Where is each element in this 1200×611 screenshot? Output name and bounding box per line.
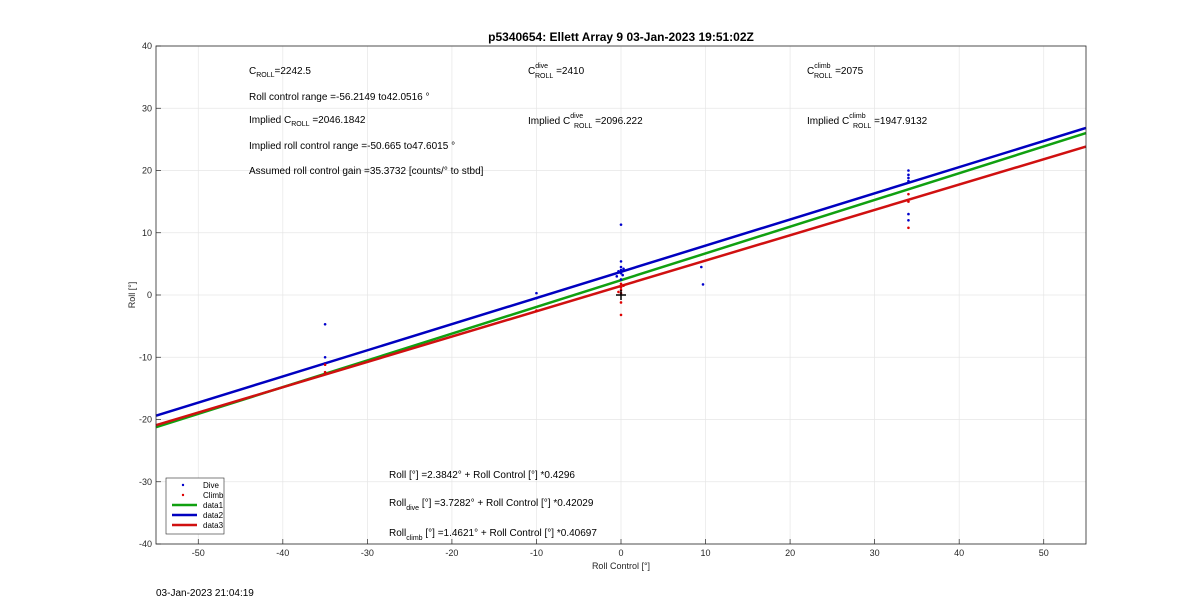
fit-line-data2 [155, 126, 1087, 417]
implied-range-text: Implied roll control range =-50.665 to47… [249, 141, 455, 152]
dive-point [619, 268, 623, 272]
dive-point [622, 267, 625, 271]
dive-point [621, 273, 624, 277]
equation-all: Roll [°] =2.3842° + Roll Control [°] *0.… [389, 470, 575, 481]
dive-point [619, 260, 623, 263]
y-tick-label: -40 [139, 539, 152, 549]
x-tick-label: 50 [1039, 548, 1049, 558]
dive-point [617, 270, 620, 273]
y-axis-label: Roll [°] [127, 282, 137, 309]
legend-data1-label: data1 [203, 501, 224, 510]
climb-point [907, 226, 910, 230]
climb-point [619, 301, 623, 304]
dive-point [619, 265, 623, 269]
y-tick-label: 10 [142, 228, 152, 238]
dive-point [323, 322, 327, 326]
y-tick-label: -30 [139, 477, 152, 487]
dive-point [701, 283, 705, 286]
dive-point [535, 296, 538, 300]
implied-c-roll-text: Implied CROLL =2046.1842 [249, 115, 366, 128]
chart-title: p5340654: Ellett Array 9 03-Jan-2023 19:… [488, 30, 754, 44]
y-tick-label: 30 [142, 103, 152, 113]
implied-c-climb-text: Implied Cclimb ROLL =1947.9132 [807, 113, 928, 130]
dive-point [615, 275, 619, 278]
x-tick-label: 20 [785, 548, 795, 558]
legend-climb-label: Climb [203, 491, 224, 500]
x-tick-label: 10 [701, 548, 711, 558]
climb-point [323, 363, 327, 367]
legend-data3-label: data3 [203, 521, 224, 530]
dive-point [907, 169, 910, 172]
legend: Dive Climb data1 data2 data3 [165, 477, 225, 535]
y-tick-label: -10 [139, 352, 152, 362]
c-roll-text: CROLL=2242.5 [249, 66, 311, 79]
dive-point [907, 212, 910, 216]
gain-text: Assumed roll control gain =35.3732 [coun… [249, 166, 484, 177]
equation-dive: Rolldive [°] =3.7282° + Roll Control [°]… [389, 498, 594, 512]
implied-c-dive-text: Implied Cdive ROLL =2096.222 [528, 113, 643, 130]
dive-point [619, 271, 623, 275]
climb-point [619, 286, 623, 289]
roll-range-text: Roll control range =-56.2149 to42.0516 ° [249, 92, 430, 103]
dive-point [619, 223, 623, 226]
dive-point [700, 265, 703, 269]
legend-data2-label: data2 [203, 511, 224, 520]
origin-marker [616, 290, 626, 300]
c-climb-text: Cclimb ROLL =2075 [807, 63, 864, 80]
y-ticks: -40 -30 -20 -10 0 10 20 30 40 [139, 41, 161, 549]
dive-point [907, 219, 910, 222]
y-tick-label: 40 [142, 41, 152, 51]
equation-climb: Rollclimb [°] =1.4621° + Roll Control [°… [389, 528, 597, 542]
footer-timestamp: 03-Jan-2023 21:04:19 [156, 588, 254, 599]
dive-point [323, 355, 327, 359]
x-tick-label: -10 [530, 548, 543, 558]
y-tick-label: 0 [147, 290, 152, 300]
x-axis-label: Roll Control [°] [592, 561, 650, 571]
dive-point [619, 278, 623, 281]
x-tick-label: 40 [954, 548, 964, 558]
y-tick-label: -20 [139, 415, 152, 425]
x-tick-label: -20 [445, 548, 458, 558]
climb-point [619, 313, 623, 317]
x-tick-label: 30 [870, 548, 880, 558]
climb-point [535, 309, 538, 312]
dive-point [907, 173, 910, 177]
legend-climb-marker [181, 493, 185, 497]
legend-dive-label: Dive [203, 481, 220, 490]
dive-point [907, 179, 910, 183]
climb-point [907, 192, 910, 196]
climb-point [622, 284, 625, 287]
c-dive-text: Cdive ROLL =2410 [528, 63, 585, 80]
x-tick-label: -40 [276, 548, 289, 558]
climb-point [323, 370, 327, 374]
x-ticks: -50 -40 -30 -20 -10 0 10 20 30 40 50 [192, 539, 1049, 558]
x-tick-label: -50 [192, 548, 205, 558]
dive-point [907, 176, 910, 180]
dive-point [535, 291, 538, 295]
x-tick-label: -30 [361, 548, 374, 558]
fit-line-data3 [155, 145, 1087, 427]
climb-point [617, 290, 620, 294]
climb-point [907, 200, 910, 203]
x-tick-label: 0 [618, 548, 623, 558]
climb-point [619, 282, 623, 286]
y-tick-label: 20 [142, 166, 152, 176]
legend-dive-marker [181, 483, 185, 487]
